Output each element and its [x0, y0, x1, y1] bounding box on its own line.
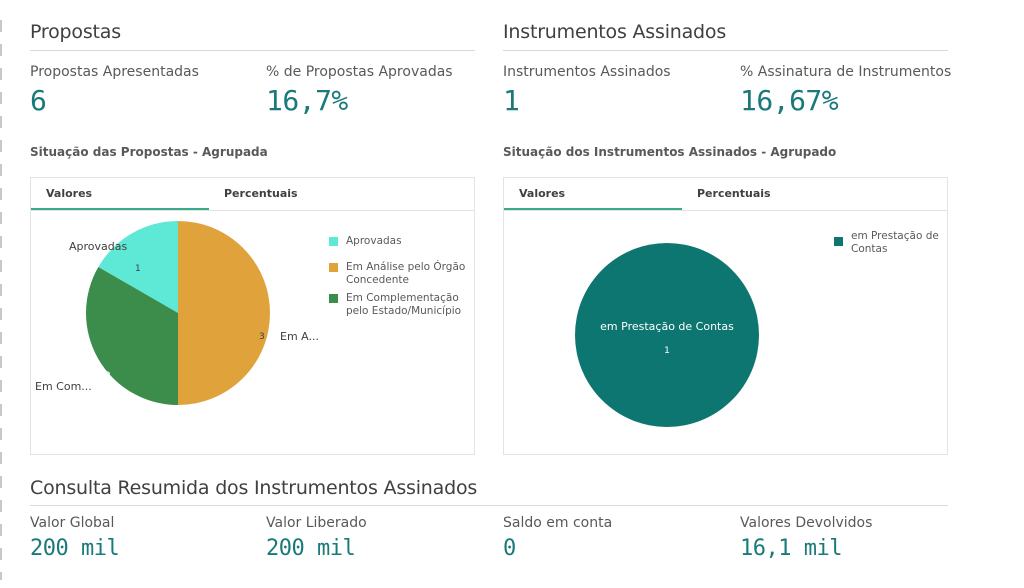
slice-value-aprovadas: 1	[135, 264, 141, 274]
kpi-propostas-aprovadas-value: 16,7%	[266, 84, 348, 117]
kpi-propostas-aprovadas-label: % de Propostas Aprovadas	[266, 64, 453, 80]
slice-value-analise: 3	[259, 332, 265, 342]
slice-value-complementacao: 2	[105, 371, 111, 381]
pie-slice-complementacao[interactable]	[86, 267, 178, 405]
tab-valores[interactable]: Valores	[31, 178, 209, 210]
legend-swatch-analise	[329, 263, 338, 272]
legend-item-prestacao[interactable]: em Prestação de Contas	[834, 230, 947, 256]
left-edge-marks	[0, 20, 2, 580]
legend-label-aprovadas: Aprovadas	[346, 235, 402, 247]
instrumentos-divider	[503, 50, 948, 51]
legend-label-complementacao-line2: pelo Estado/Município	[346, 305, 462, 317]
kpi-assinatura-label: % Assinatura de Instrumentos	[740, 64, 952, 80]
legend-swatch-aprovadas	[329, 237, 338, 246]
pie-slice-analise[interactable]	[178, 221, 270, 405]
kpi-saldo-em-conta-label: Saldo em conta	[503, 515, 613, 531]
slice-label-analise: Em A...	[280, 330, 319, 343]
legend-swatch-complementacao	[329, 294, 338, 303]
propostas-pie-chart: Aprovadas Em A... Em Com... 1 3 2	[35, 221, 319, 405]
propostas-chart-panel: Valores Percentuais Aprovadas Em A... Em…	[30, 177, 475, 455]
tab-percentuais[interactable]: Percentuais	[224, 187, 298, 200]
tab-percentuais[interactable]: Percentuais	[697, 187, 771, 200]
kpi-valores-devolvidos-label: Valores Devolvidos	[740, 515, 873, 531]
propostas-section-title: Propostas	[30, 21, 121, 43]
slice-label-complementacao: Em Com...	[35, 380, 92, 393]
kpi-instrumentos-assinados-value: 1	[503, 84, 520, 117]
kpi-valor-global-value: 200 mil	[30, 536, 120, 561]
pie-slice-aprovadas[interactable]	[98, 221, 178, 313]
legend-label-prestacao-line1: em Prestação de	[851, 230, 939, 242]
legend-item-complementacao[interactable]: Em Complementação pelo Estado/Município	[329, 292, 474, 318]
slice-value-prestacao: 1	[664, 346, 670, 356]
kpi-propostas-apresentadas-value: 6	[30, 84, 47, 117]
kpi-valores-devolvidos-value: 16,1 mil	[740, 536, 842, 561]
legend-label-prestacao-line2: Contas	[851, 243, 888, 255]
instrumentos-chart-title: Situação dos Instrumentos Assinados - Ag…	[503, 145, 837, 159]
propostas-divider	[30, 50, 475, 51]
legend-item-analise[interactable]: Em Análise pelo Órgão Concedente	[329, 261, 474, 287]
legend-label-analise-line1: Em Análise pelo Órgão	[346, 261, 466, 273]
kpi-saldo-em-conta-value: 0	[503, 536, 516, 561]
kpi-instrumentos-assinados-label: Instrumentos Assinados	[503, 64, 671, 80]
slice-label-aprovadas: Aprovadas	[69, 240, 127, 253]
instrumentos-section-title: Instrumentos Assinados	[503, 21, 727, 43]
tab-divider	[504, 210, 947, 211]
propostas-chart-title: Situação das Propostas - Agrupada	[30, 145, 268, 159]
kpi-valor-liberado-label: Valor Liberado	[266, 515, 367, 531]
instrumentos-chart-panel: Valores Percentuais em Prestação de Cont…	[503, 177, 948, 455]
legend-item-aprovadas[interactable]: Aprovadas	[329, 235, 474, 248]
kpi-assinatura-value: 16,67%	[740, 84, 839, 117]
instrumentos-pie-chart: em Prestação de Contas 1	[575, 243, 759, 427]
kpi-valor-global-label: Valor Global	[30, 515, 115, 531]
tab-divider	[31, 210, 474, 211]
slice-label-prestacao: em Prestação de Contas	[600, 320, 734, 333]
legend-swatch-prestacao	[834, 237, 843, 246]
legend-label-analise-line2: Concedente	[346, 274, 409, 286]
tab-valores[interactable]: Valores	[504, 178, 682, 210]
kpi-valor-liberado-value: 200 mil	[266, 536, 356, 561]
kpi-propostas-apresentadas-label: Propostas Apresentadas	[30, 64, 199, 80]
legend-label-complementacao-line1: Em Complementação	[346, 292, 459, 304]
consulta-divider	[30, 505, 948, 506]
consulta-section-title: Consulta Resumida dos Instrumentos Assin…	[30, 477, 478, 499]
pie-slice-prestacao[interactable]	[575, 243, 759, 427]
